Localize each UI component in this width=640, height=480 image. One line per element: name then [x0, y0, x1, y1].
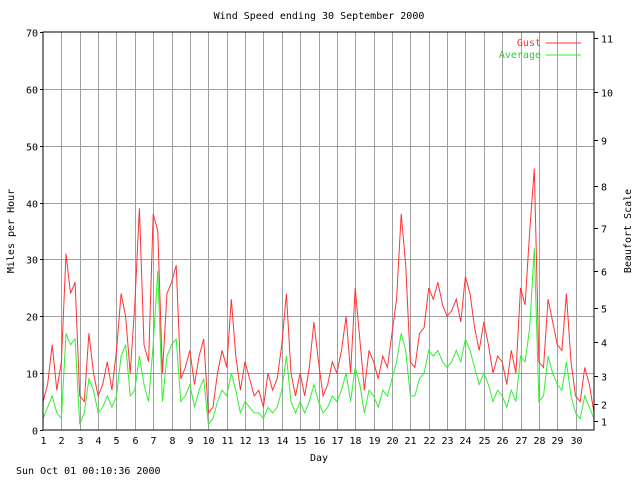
series-line-average	[42, 248, 595, 426]
x-tick-label: 19	[368, 436, 380, 447]
beaufort-tick-label: 9	[601, 137, 607, 148]
beaufort-tick-label: 7	[601, 225, 607, 236]
x-tick-label: 4	[95, 436, 101, 447]
beaufort-tick-label: 1	[601, 418, 607, 429]
x-tick-label: 5	[113, 436, 119, 447]
x-tick-label: 9	[187, 436, 193, 447]
beaufort-tick-label: 11	[601, 35, 613, 46]
x-tick-label: 20	[386, 436, 398, 447]
x-tick-label: 15	[294, 436, 306, 447]
y-tick-label: 70	[26, 29, 38, 40]
beaufort-axis-label: Beaufort Scale	[623, 189, 634, 273]
x-tick-label: 22	[423, 436, 435, 447]
y-tick-label: 50	[26, 143, 38, 154]
x-tick-label: 27	[515, 436, 527, 447]
footer-timestamp: Sun Oct 01 00:10:36 2000	[16, 466, 161, 477]
x-tick-label: 16	[313, 436, 325, 447]
y-tick-label: 10	[26, 370, 38, 381]
beaufort-tick-label: 10	[601, 89, 613, 100]
beaufort-tick-label: 3	[601, 373, 607, 384]
x-tick-label: 24	[459, 436, 471, 447]
x-tick-label: 1	[40, 436, 46, 447]
tick-labels: 1 2 3 4 5 6 7 8 9 10 11 12 13 14 15 16 17 18 19 20 21 22 23 24 2…	[26, 29, 613, 448]
x-tick-label: 14	[276, 436, 288, 447]
x-tick-label: 3	[77, 436, 83, 447]
x-tick-label: 17	[331, 436, 343, 447]
plot-frame	[42, 31, 595, 431]
y-tick-label: 40	[26, 200, 38, 211]
beaufort-tick-label: 4	[601, 339, 607, 350]
chart-title: Wind Speed ending 30 September 2000	[214, 11, 425, 22]
x-tick-label: 10	[202, 436, 214, 447]
beaufort-tick-label: 8	[601, 183, 607, 194]
y-tick-label: 30	[26, 256, 38, 267]
series-line-gust	[42, 168, 595, 415]
x-tick-label: 11	[221, 436, 233, 447]
x-tick-label: 7	[150, 436, 156, 447]
x-tick-label: 29	[551, 436, 563, 447]
series-lines	[42, 168, 595, 426]
beaufort-tick-label: 2	[601, 401, 607, 412]
axis-ticks	[40, 32, 598, 431]
x-tick-label: 12	[239, 436, 251, 447]
x-tick-label: 26	[496, 436, 508, 447]
x-tick-label: 28	[533, 436, 545, 447]
legend-label-gust: Gust	[517, 38, 541, 49]
x-tick-label: 13	[257, 436, 269, 447]
x-axis-label: Day	[310, 453, 328, 464]
y-tick-label: 0	[32, 427, 38, 438]
x-tick-label: 6	[132, 436, 138, 447]
x-tick-label: 21	[404, 436, 416, 447]
y-axis-label: Miles per Hour	[6, 189, 17, 273]
y-tick-label: 60	[26, 86, 38, 97]
x-tick-label: 8	[169, 436, 175, 447]
y-tick-label: 20	[26, 313, 38, 324]
x-tick-label: 23	[441, 436, 453, 447]
beaufort-tick-label: 5	[601, 305, 607, 316]
x-tick-label: 25	[478, 436, 490, 447]
legend: Gust Average	[499, 38, 581, 61]
legend-label-average: Average	[499, 50, 541, 61]
x-tick-label: 2	[58, 436, 64, 447]
x-tick-label: 18	[349, 436, 361, 447]
beaufort-tick-label: 6	[601, 268, 607, 279]
x-tick-label: 30	[570, 436, 582, 447]
